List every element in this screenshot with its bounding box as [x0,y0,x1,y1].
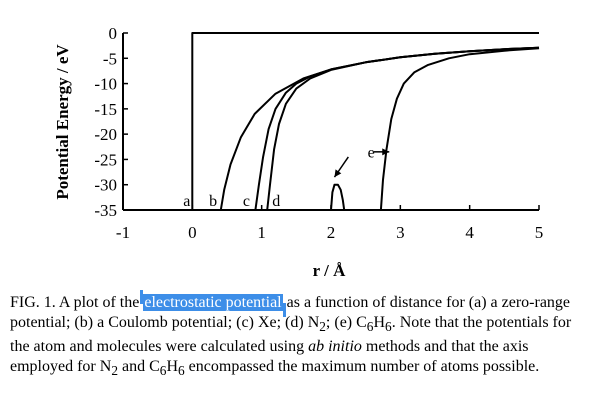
x-tick-label: 1 [257,223,266,242]
subscript: 2 [319,319,326,335]
selection-end-handle[interactable] [282,303,286,317]
subscript: 2 [111,363,118,379]
selected-text-label: electrostatic potential [144,294,282,311]
curve-c [254,46,540,211]
caption-text-1: FIG. 1. A plot of the [10,294,144,311]
x-tick-label: 3 [396,223,405,242]
italic-text: ab initio [308,338,362,356]
caption-text-4: H [373,314,386,331]
curve-a [191,32,539,210]
x-tick-label: -1 [116,223,130,242]
x-axis-title: r / Å [313,261,346,280]
curve-d [266,46,540,211]
axes [122,32,540,211]
curve-label-e: e [368,144,375,161]
caption-text-5: . Note that the potentials for the atom … [10,314,572,356]
curve-labels: a b c d e [183,144,375,210]
x-tick-label: 0 [188,223,197,242]
y-tick-label: 0 [109,24,118,43]
y-tick-label: -5 [103,49,117,68]
curve-label-d: d [272,193,280,210]
y-tick-label: -30 [94,176,117,195]
curve-label-c: c [243,193,250,210]
curves [191,32,540,211]
potential-energy-chart: -1 0 1 2 3 4 50-5-10-15-20-25-30-35 a b c de r / … [53,24,543,280]
y-tick-label: -35 [94,201,117,220]
x-tick-label: 2 [327,223,336,242]
curve-label-a: a [183,193,190,210]
caption-text-8: H [166,358,178,376]
subscript: 6 [159,363,167,379]
arrow-head [334,169,342,178]
subscript: 6 [178,363,185,379]
selected-text[interactable]: electrostatic potential [140,290,286,317]
y-tick-label: -10 [94,75,117,94]
subscript: 6 [366,319,374,335]
y-tick-label: -25 [94,150,117,169]
arrows [333,148,390,178]
caption-text-6: methods and that the axis employed for N [10,338,529,376]
selection-start-handle[interactable] [140,290,144,304]
curve-e [379,47,540,211]
curve-label-b: b [209,193,217,210]
caption-text-2: as a function of distance for (a) a zero… [10,294,571,331]
y-axis-title: Potential Energy / eV [53,44,72,200]
x-tick-label: 5 [535,223,544,242]
arrow-head [382,148,390,156]
figure-caption: FIG. 1. A plot of the electrostatic pote… [10,290,590,381]
caption-text-3: ; (e) C [325,314,367,331]
y-tick-label: -20 [94,125,117,144]
caption-text-7: and C [117,358,160,376]
curve-e [330,183,346,211]
subscript: 6 [385,319,392,335]
caption-text-9: encompassed the maximum number of atoms … [184,358,540,376]
y-tick-label: -15 [94,100,117,119]
x-tick-label: 4 [465,223,474,242]
tick-labels: -1 0 1 2 3 4 50-5-10-15-20-25-30-35 [94,24,543,242]
